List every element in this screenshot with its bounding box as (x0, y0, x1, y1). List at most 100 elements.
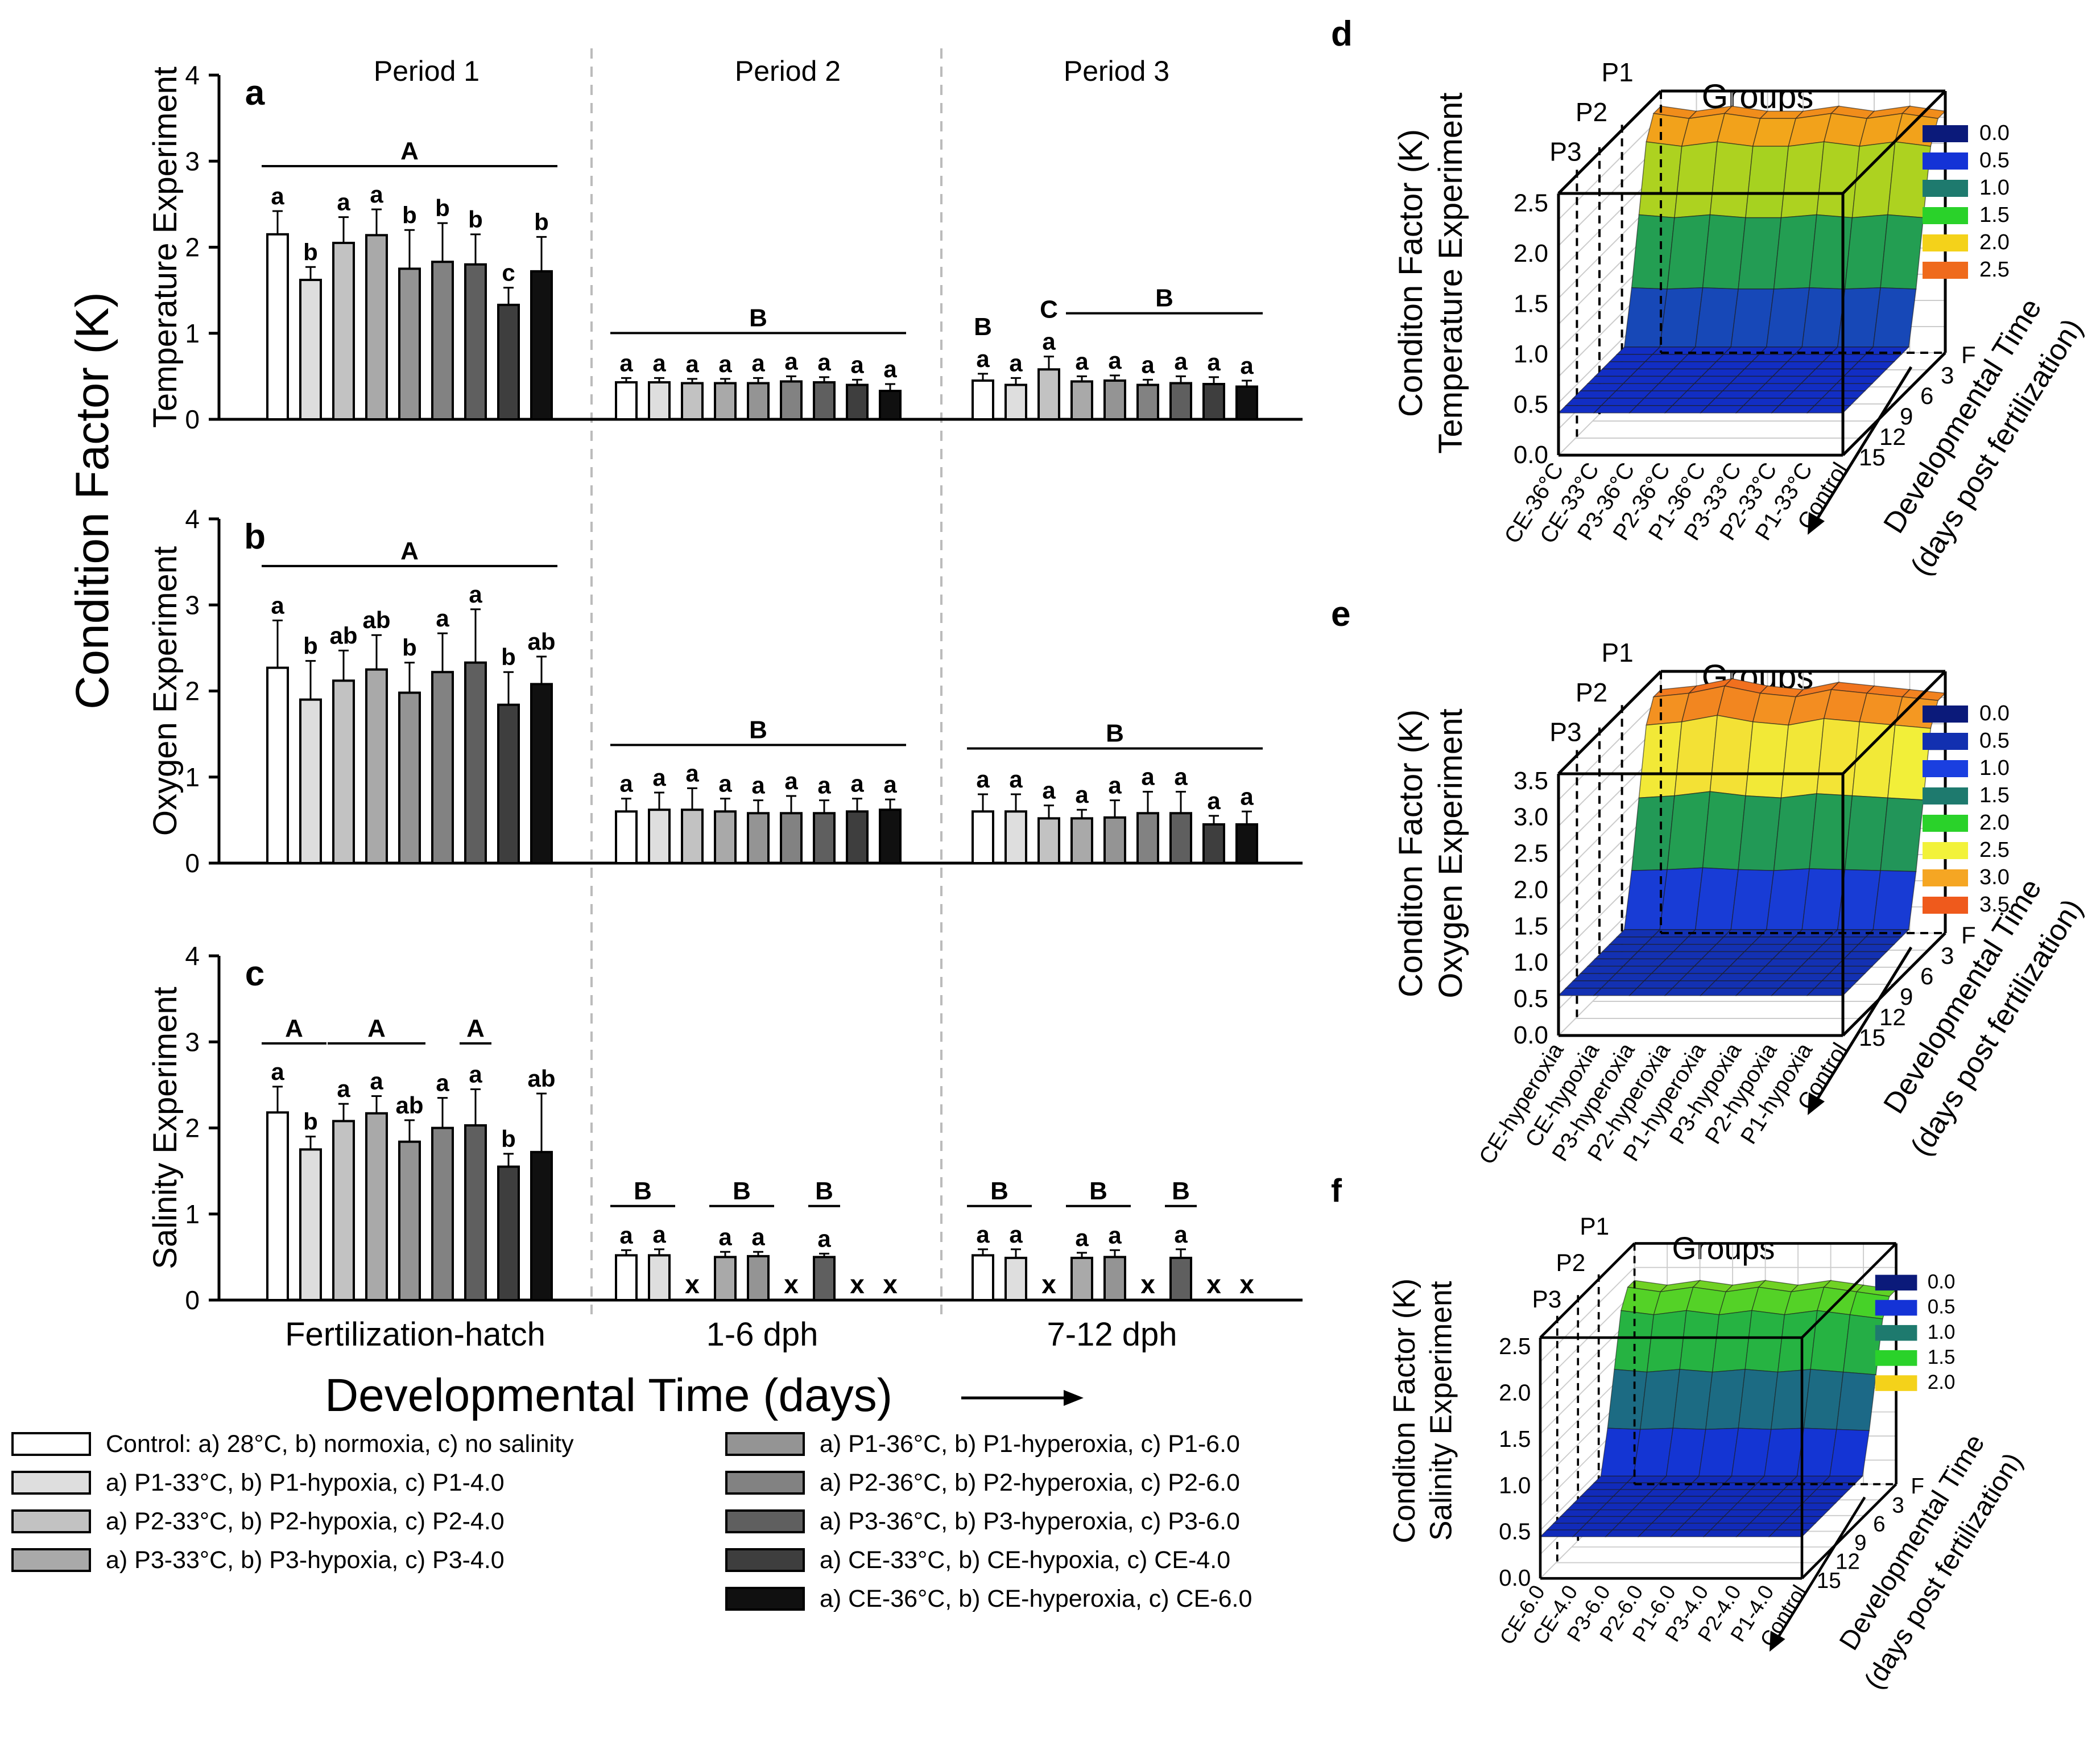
bar (972, 1254, 994, 1302)
frame-edge (1801, 1242, 1898, 1339)
panel-letter: e (1331, 595, 1350, 634)
bar (1070, 380, 1093, 421)
time-tick-label: 15 (1859, 444, 1886, 471)
y-tick-label: 1 (185, 319, 200, 348)
frame-edge (1842, 670, 1946, 775)
significance-letter: a (1141, 763, 1155, 790)
significance-letter: a (271, 1058, 284, 1085)
period-marker-label: P2 (1576, 97, 1607, 127)
z-tick-label: 0.5 (1514, 391, 1548, 419)
significance-letter: a (1174, 348, 1188, 374)
color-legend-label: 1.5 (1979, 783, 2010, 807)
time-tick-label: 12 (1879, 423, 1906, 450)
color-legend-label: 0.5 (1928, 1296, 1956, 1318)
bar (1169, 1256, 1192, 1301)
bar (1235, 385, 1258, 421)
significance-letter: a (784, 348, 798, 374)
significance-letter: a (1108, 772, 1122, 799)
significance-letter: a (436, 605, 449, 632)
surface-facet (1857, 936, 1903, 945)
absent-group-x: x (850, 1269, 865, 1299)
panel-y-label: Temperature Experiment (147, 67, 184, 428)
bar (497, 1165, 520, 1301)
surface-facet (1829, 1429, 1870, 1477)
bracket-letter: B (749, 304, 767, 332)
bar (365, 1112, 388, 1301)
bracket-letter: B (990, 1177, 1008, 1205)
significance-letter: b (303, 633, 318, 659)
color-legend-swatch (1923, 787, 1968, 805)
bar (648, 381, 671, 421)
legend-item-p3-low: a) P3-33°C, b) P3-hypoxia, c) P3-4.0 (11, 1543, 505, 1577)
bar (1103, 379, 1126, 420)
bar (431, 261, 454, 420)
surface-panel-f: f Groups Conditon Factor (K) Salinity Exper… (1331, 1173, 2028, 1695)
legend-item-p2-high: a) P2-36°C, b) P2-hyperoxia, c) P2-6.0 (725, 1466, 1240, 1500)
legend-swatch (11, 1432, 91, 1456)
time-axis-arrowhead (1808, 512, 1825, 535)
y-tick-label: 0 (185, 1285, 200, 1315)
significance-letter: a (751, 349, 765, 376)
bracket-letter: B (1155, 284, 1173, 312)
significance-letter: ab (527, 1065, 555, 1092)
time-tick-label: 9 (1900, 983, 1913, 1010)
x-group-label-1-6-dph: 1-6 dph (706, 1316, 818, 1353)
bar (1004, 383, 1027, 420)
bracket-letter: B (1106, 719, 1124, 747)
surface-facet (1842, 951, 1888, 960)
absent-group-x: x (1041, 1269, 1056, 1299)
color-legend-swatch (1923, 733, 1968, 750)
bracket-letter: B (815, 1177, 833, 1205)
bar (780, 380, 803, 421)
z-tick-label: 1.5 (1514, 912, 1548, 940)
significance-letter: a (817, 349, 831, 376)
significance-letter: a (436, 1070, 449, 1096)
bar (497, 703, 520, 864)
color-legend-swatch (1923, 180, 1968, 197)
period-marker-label: P3 (1532, 1286, 1562, 1313)
surface-facet (1801, 1496, 1843, 1504)
bar (266, 666, 289, 864)
x-group-label-7-12-dph: 7-12 dph (1047, 1316, 1177, 1353)
surface-facet (1775, 1523, 1817, 1530)
significance-letter: b (303, 1108, 318, 1135)
z-tick-label: 1.0 (1514, 340, 1548, 368)
time-tick-label: 15 (1817, 1569, 1841, 1593)
bar (1103, 816, 1126, 865)
color-legend-label: 2.5 (1979, 258, 2010, 282)
significance-letter: a (337, 189, 350, 216)
color-legend-label: 3.5 (1979, 893, 2010, 917)
significance-letter: a (1207, 349, 1221, 376)
z-tick-label: 0.5 (1514, 985, 1548, 1013)
bracket-letter: B (1089, 1177, 1107, 1205)
x-group-label-fertilization: Fertilization-hatch (285, 1316, 545, 1353)
surface-facet (1813, 398, 1859, 406)
bar (1037, 817, 1060, 864)
significance-letter: b (501, 1125, 516, 1152)
significance-letter: b (435, 195, 450, 221)
significance-letter: a (850, 770, 864, 797)
bar (1235, 823, 1258, 864)
bar (1202, 823, 1225, 864)
bracket-letter: A (285, 1014, 303, 1042)
z-tick-label: 0.0 (1514, 1021, 1548, 1049)
time-tick-label: 3 (1941, 942, 1954, 969)
time-axis-arrowhead (1769, 1631, 1785, 1652)
surface-y-label: Salinity Experiment (1425, 1281, 1458, 1541)
frame-edge (1557, 90, 1662, 195)
bracket-letter: A (367, 1014, 386, 1042)
legend-swatch (11, 1471, 91, 1495)
bar (1070, 1256, 1093, 1301)
bracket-letter: A (400, 537, 419, 565)
color-legend-swatch (1923, 815, 1968, 832)
absent-group-x: x (1140, 1269, 1155, 1299)
y-tick-label: 3 (185, 1027, 200, 1057)
grid-line (1558, 697, 1661, 801)
significance-letter: ab (329, 622, 357, 649)
significance-letter: a (469, 1061, 482, 1087)
time-axis-arrow (1813, 366, 1913, 525)
panel-letter: d (1331, 14, 1353, 53)
